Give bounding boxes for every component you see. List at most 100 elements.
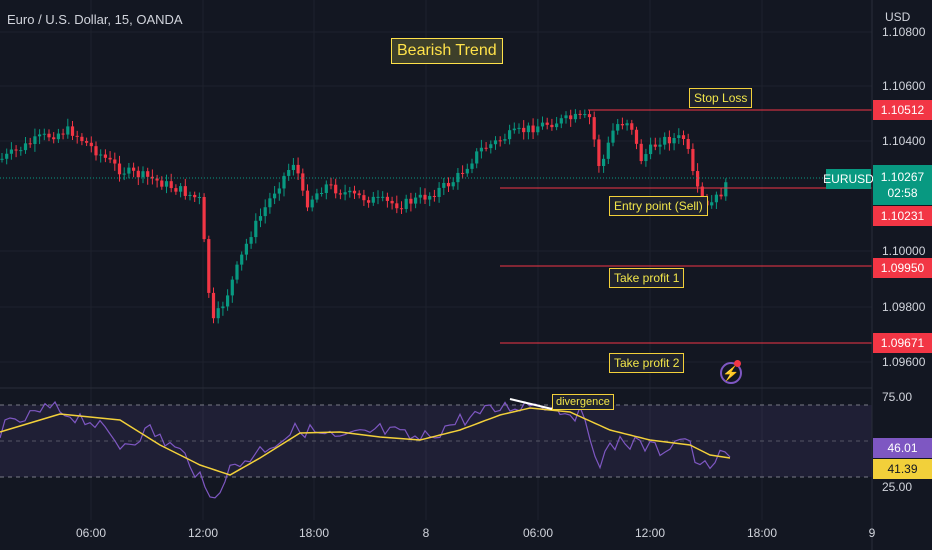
last-price-box: 1.10267 02:58 xyxy=(873,165,932,205)
candle-body xyxy=(597,139,601,166)
candle-body xyxy=(724,182,728,197)
candle-body xyxy=(630,123,634,130)
candle-body xyxy=(451,182,455,187)
time-tick: 06:00 xyxy=(75,526,107,540)
candle-body xyxy=(117,163,122,175)
divergence-label[interactable]: divergence xyxy=(552,394,614,410)
candle-body xyxy=(56,133,60,140)
candle-body xyxy=(634,129,639,144)
candle-body xyxy=(103,154,107,158)
candle-body xyxy=(649,144,653,155)
candle-body xyxy=(696,171,700,187)
candle-body xyxy=(230,279,234,296)
rsi-line xyxy=(0,400,731,499)
candle-body xyxy=(418,194,422,198)
candle-body xyxy=(395,203,399,209)
candle-body xyxy=(320,192,324,194)
candle-body xyxy=(268,198,272,208)
take-profit-1-label[interactable]: Take profit 1 xyxy=(609,268,685,288)
take-profit-2-label[interactable]: Take profit 2 xyxy=(609,353,685,373)
candle-body xyxy=(9,149,13,154)
candle-body xyxy=(489,144,493,149)
candle-body xyxy=(47,133,51,138)
candle-body xyxy=(602,158,606,166)
candle-body xyxy=(517,127,521,129)
candle-body xyxy=(479,147,483,152)
candle-body xyxy=(0,158,4,160)
candle-body xyxy=(150,176,154,179)
candle-body xyxy=(305,190,310,208)
rsi-tick: 25.00 xyxy=(882,480,913,494)
lightning-icon[interactable]: ⚡ xyxy=(720,362,742,384)
candle-body xyxy=(5,153,9,159)
candle-body xyxy=(329,184,333,186)
candle-body xyxy=(249,237,253,244)
candle-body xyxy=(644,154,648,162)
candle-body xyxy=(348,190,352,193)
candle-body xyxy=(371,196,375,203)
candle-body xyxy=(503,139,507,141)
candle-body xyxy=(522,127,526,133)
candle-body xyxy=(127,167,131,174)
candle-body xyxy=(475,151,479,164)
candle-body xyxy=(508,130,512,140)
candle-body xyxy=(611,130,615,143)
candle-body xyxy=(141,171,145,178)
candle-body xyxy=(240,254,244,265)
candle-body xyxy=(428,195,432,200)
candle-body xyxy=(108,157,112,160)
candle-body xyxy=(334,184,338,194)
candle-body xyxy=(667,136,671,144)
candle-body xyxy=(75,135,79,137)
candle-body xyxy=(399,208,404,210)
candle-body xyxy=(385,196,389,201)
candle-body xyxy=(207,239,211,293)
candle-body xyxy=(404,198,408,209)
candle-body xyxy=(216,308,220,319)
entry-point-label[interactable]: Entry point (Sell) xyxy=(609,196,708,216)
candle-body xyxy=(526,125,530,133)
candle-body xyxy=(155,178,159,181)
candle-body xyxy=(540,122,545,127)
candle-body xyxy=(432,195,436,197)
currency-label: USD xyxy=(885,10,911,24)
candle-body xyxy=(23,143,28,151)
candle-body xyxy=(376,196,380,198)
stop-loss-price: 1.10512 xyxy=(873,100,932,120)
candle-body xyxy=(61,133,65,135)
candle-body xyxy=(291,164,295,170)
candle-body xyxy=(19,150,23,152)
stop-loss-label[interactable]: Stop Loss xyxy=(689,88,753,108)
candle-body xyxy=(66,126,70,135)
last-price: 1.10267 xyxy=(880,170,925,184)
candle-body xyxy=(564,115,568,119)
candle-body xyxy=(691,148,695,172)
candlestick-series xyxy=(0,109,728,324)
candle-body xyxy=(414,197,418,204)
candle-body xyxy=(592,117,596,140)
candle-body xyxy=(85,141,89,143)
candle-body xyxy=(531,125,535,133)
bearish-trend-banner[interactable]: Bearish Trend xyxy=(391,38,503,64)
candle-body xyxy=(606,142,610,159)
candle-body xyxy=(99,154,103,156)
candle-body xyxy=(202,197,206,240)
candle-body xyxy=(42,133,46,135)
candle-body xyxy=(160,180,164,187)
candle-body xyxy=(263,207,267,217)
candle-body xyxy=(587,114,592,118)
price-tick: 1.10800 xyxy=(882,25,926,39)
chart-title: Euro / U.S. Dollar, 15, OANDA xyxy=(7,12,183,27)
candle-body xyxy=(136,170,140,178)
candle-body xyxy=(470,163,474,169)
candle-body xyxy=(38,134,42,137)
candle-body xyxy=(493,140,498,145)
time-tick: 18:00 xyxy=(746,526,778,540)
price-tick: 1.10400 xyxy=(882,134,926,148)
rsi-ma-value-box: 41.39 xyxy=(873,459,932,479)
candle-body xyxy=(226,295,230,307)
candle-body xyxy=(52,137,56,140)
symbol-tag: EURUSD xyxy=(823,169,874,189)
candle-body xyxy=(324,184,328,193)
